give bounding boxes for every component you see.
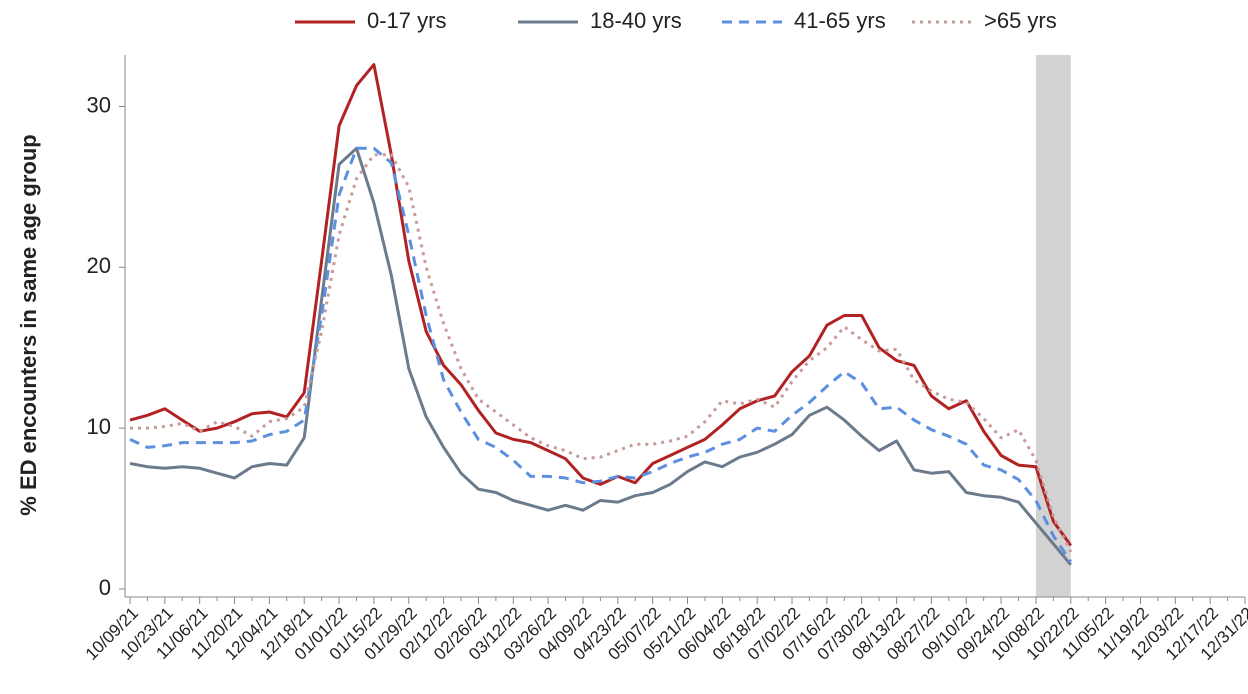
y-tick-label: 20 <box>87 253 111 278</box>
legend-label: 18-40 yrs <box>590 8 682 33</box>
legend-label: >65 yrs <box>984 8 1057 33</box>
y-tick-label: 30 <box>87 92 111 117</box>
legend-label: 41-65 yrs <box>794 8 886 33</box>
series-line <box>129 146 1073 563</box>
y-axis-label: % ED encounters in same age group <box>16 134 41 515</box>
legend-label: 0-17 yrs <box>367 8 446 33</box>
y-tick-label: 0 <box>99 575 111 600</box>
series-line <box>130 153 1073 553</box>
series-line <box>129 146 1072 566</box>
highlight-band <box>1035 55 1071 597</box>
y-tick-label: 10 <box>87 414 111 439</box>
